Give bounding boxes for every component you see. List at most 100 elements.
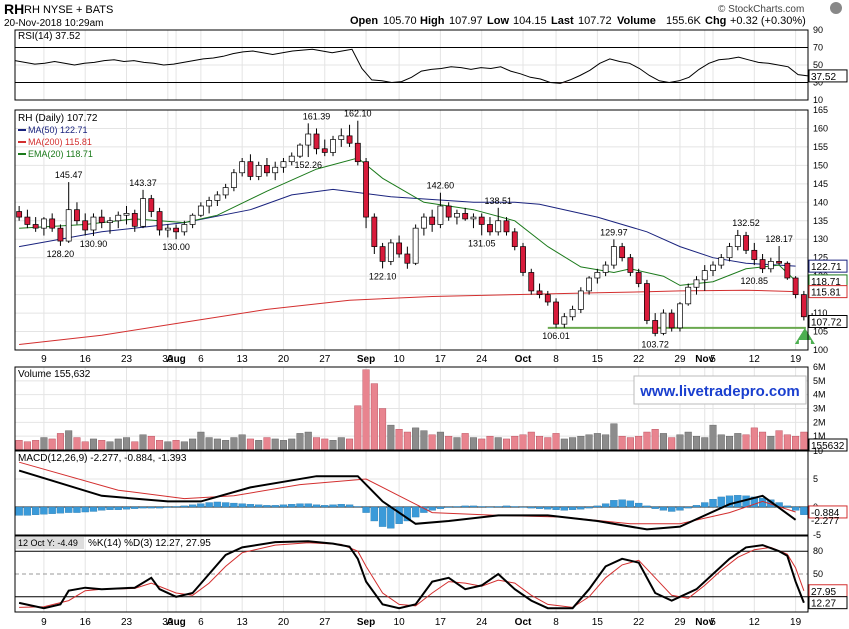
candle-body [602,264,609,273]
macd-histogram-bar [618,499,626,508]
candle-body [767,261,774,270]
ohlc-summary: Open 105.70 High 107.97 Low 104.15 Last … [350,15,806,27]
x-axis-label: Aug [166,617,185,628]
watermark-box [633,375,807,405]
macd-histogram-bar [370,506,378,522]
price-tick-label: 150 [813,160,828,170]
x-axis-label: 8 [553,617,559,628]
panel-frame [14,450,809,536]
volume-bar [527,431,535,451]
candle-body [784,262,791,279]
macd-histogram-bar [445,506,453,508]
candle-body [189,214,196,225]
x-axis-label: 16 [80,617,92,628]
volume-bar [436,431,444,451]
price-right-label: 122.71 [811,262,842,273]
candle-body [544,294,551,303]
volume-bar [742,434,750,451]
macd-histogram-bar [131,506,139,509]
x-axis-label: 19 [790,617,802,628]
volume-bar [420,430,428,451]
candle-body [635,272,642,284]
x-axis-label: 13 [237,354,249,365]
macd-histogram-bar [155,506,164,509]
price-annotation: 143.37 [129,178,157,188]
candle-body [107,220,113,223]
candle-body [487,224,493,233]
stochastic-panel: 20 50 80 12 Oct Y: -4.49 %K(14) %D(3) 12.27,… [14,535,848,628]
macd-histogram-bar [684,506,692,509]
volume-bar [304,431,312,451]
candle-body [197,205,204,216]
x-axis-label: 24 [476,617,488,628]
candle-body [693,279,700,288]
x-axis-label: Sep [357,354,375,365]
brand-logo-icon [830,2,842,14]
candle-body [131,213,138,227]
volume-bar [783,434,791,451]
price-annotation: 122.10 [369,271,397,281]
rsi-tick-label: 10 [813,95,823,105]
x-axis-label: 29 [674,354,686,365]
volume-bar [709,424,717,451]
candle-body [49,218,56,229]
macd-histogram-bar [692,505,701,508]
volume-bar [89,438,97,451]
macd-histogram-bar [271,505,279,508]
volume-bar [189,438,197,451]
macd-histogram-bar [147,506,155,509]
rsi-tick-label: 30 [813,78,823,88]
volume-bar [180,441,188,451]
x-axis-label: 9 [41,354,47,365]
candle-body [644,283,650,321]
candle-body [140,198,146,227]
volume-bar [767,435,775,451]
candle-body [247,161,254,177]
volume-bar [313,437,321,451]
volume-tick-label: 6M [813,362,826,372]
candle-body [701,270,708,281]
macd-panel: -50510MACD(12,26,9) -2.277, -0.884, -1.3… [14,446,848,540]
macd-signal-label-box [808,505,848,519]
x-axis-label: 20 [278,617,290,628]
volume-bar [263,437,271,451]
x-axis-label: 30 [162,617,174,628]
macd-histogram-bar [56,506,65,514]
candle-body [677,303,683,329]
x-axis-label: 30 [162,354,174,365]
macd-histogram-bar [81,506,89,513]
volume-bar [346,438,354,451]
rsi-last-label-box [808,69,848,83]
volume-bar [750,427,758,451]
low-value: 104.15 [513,15,547,27]
panel-frame [14,535,809,613]
candle-body [57,227,64,242]
macd-histogram-bar [601,503,610,508]
low-label: Low [487,15,509,27]
candle-body [495,220,502,233]
candle-body [255,165,262,177]
price-tick-label: 165 [813,105,828,115]
macd-histogram-bar [164,506,172,508]
volume-bar [469,437,477,451]
macd-histogram-bar [593,505,602,508]
macd-histogram-bar [494,506,502,508]
crosshair-tag: 12 Oct Y: -4.49 [18,538,78,548]
volume-bar [668,437,676,451]
last-value: 107.72 [578,15,612,27]
macd-histogram-bar [23,506,32,516]
stoch-d-line [19,542,805,608]
x-axis-label: Aug [166,354,185,365]
volume-bar [337,437,345,451]
volume-bar [379,408,387,451]
volume-bar [395,429,403,451]
macd-histogram-bar [651,506,659,509]
candle-body [280,161,287,168]
price-annotation: 106.01 [542,331,570,341]
x-axis-label: 15 [592,354,604,365]
x-axis-label: 6 [198,617,204,628]
rsi-tick-label: 90 [813,25,823,35]
macd-histogram-bar [263,505,271,508]
x-axis-label: 20 [278,354,290,365]
volume-bar [519,434,527,451]
